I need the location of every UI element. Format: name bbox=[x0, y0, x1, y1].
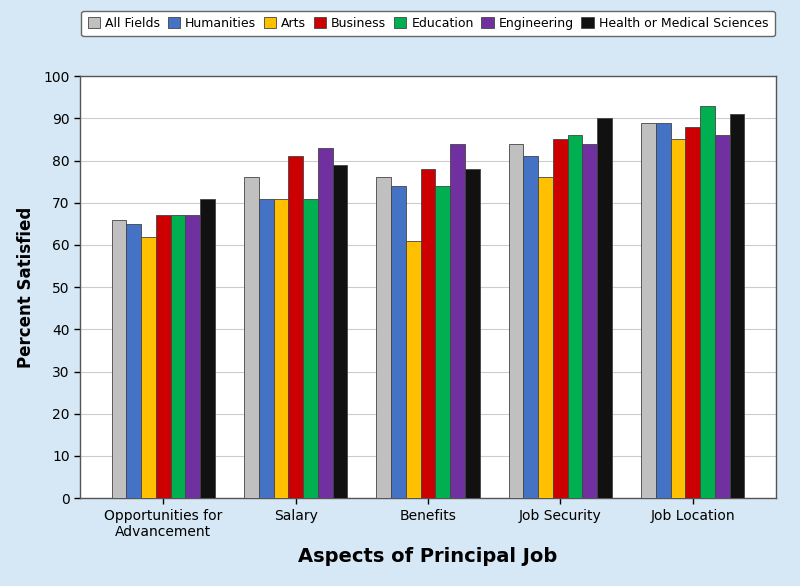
Bar bbox=[568, 135, 582, 498]
Legend: All Fields, Humanities, Arts, Business, Education, Engineering, Health or Medica: All Fields, Humanities, Arts, Business, … bbox=[82, 11, 774, 36]
Bar bbox=[333, 165, 347, 498]
Bar bbox=[465, 169, 480, 498]
Bar bbox=[186, 216, 200, 498]
Bar bbox=[274, 199, 288, 498]
Bar bbox=[538, 178, 553, 498]
Bar bbox=[656, 122, 670, 498]
Bar bbox=[435, 186, 450, 498]
Bar bbox=[641, 122, 656, 498]
X-axis label: Aspects of Principal Job: Aspects of Principal Job bbox=[298, 547, 558, 566]
Bar bbox=[686, 127, 700, 498]
Bar bbox=[553, 139, 568, 498]
Bar bbox=[598, 118, 612, 498]
Bar bbox=[450, 144, 465, 498]
Bar bbox=[406, 241, 421, 498]
Bar bbox=[509, 144, 523, 498]
Bar bbox=[126, 224, 141, 498]
Y-axis label: Percent Satisfied: Percent Satisfied bbox=[17, 206, 35, 368]
Bar bbox=[288, 156, 303, 498]
Bar bbox=[582, 144, 598, 498]
Bar bbox=[730, 114, 744, 498]
Bar bbox=[376, 178, 391, 498]
Bar bbox=[670, 139, 686, 498]
Bar bbox=[156, 216, 170, 498]
Bar bbox=[391, 186, 406, 498]
Bar bbox=[200, 199, 215, 498]
Bar bbox=[141, 237, 156, 498]
Bar bbox=[421, 169, 435, 498]
Bar bbox=[523, 156, 538, 498]
Bar bbox=[715, 135, 730, 498]
Bar bbox=[244, 178, 258, 498]
Bar bbox=[112, 220, 126, 498]
Bar bbox=[303, 199, 318, 498]
Bar bbox=[318, 148, 333, 498]
Bar bbox=[258, 199, 274, 498]
Bar bbox=[170, 216, 186, 498]
Bar bbox=[700, 105, 715, 498]
